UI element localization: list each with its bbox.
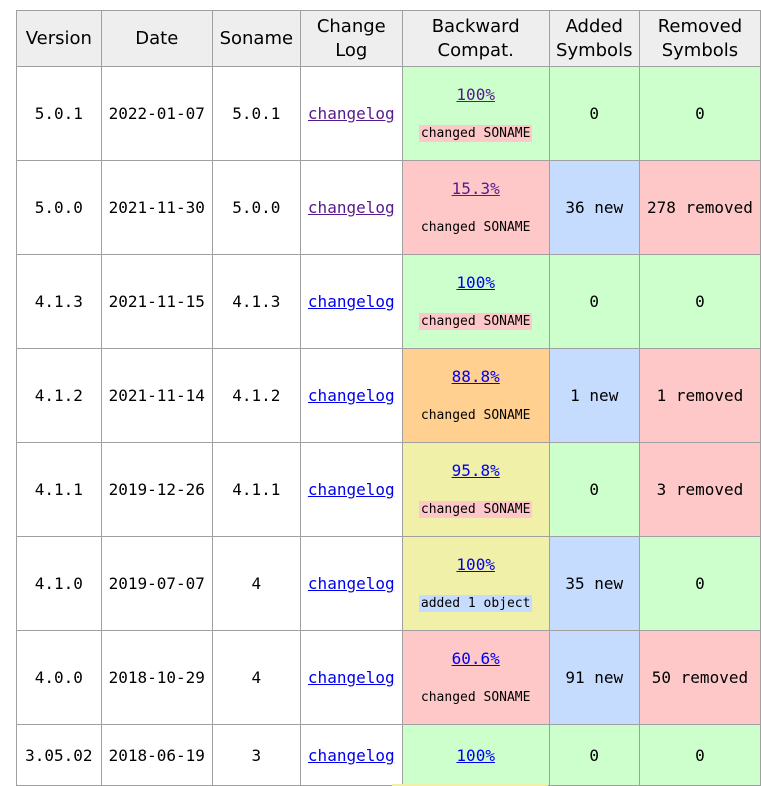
date-cell: 2018-10-29	[100, 630, 213, 725]
header-soname: Soname	[211, 10, 301, 67]
compat-note: changed SONAME	[418, 313, 533, 330]
table-row: 4.1.0 2019-07-07 4 changelog 100% added 1…	[16, 536, 761, 631]
header-added-symbols: Added Symbols	[548, 10, 640, 67]
date-cell: 2021-11-15	[100, 254, 213, 349]
compat-note: changed SONAME	[420, 408, 531, 423]
version-cell: 4.1.1	[16, 442, 102, 537]
backward-compat-cell: 15.3% changed SONAME	[401, 160, 550, 255]
soname-cell: 4	[211, 630, 301, 725]
changelog-link[interactable]: changelog	[307, 386, 395, 405]
date-cell: 2019-12-26	[100, 442, 213, 537]
compat-report-link[interactable]: 100%	[456, 555, 495, 574]
backward-compat-cell: 95.8% changed SONAME	[401, 442, 550, 537]
version-cell: 3.05.02	[16, 724, 102, 786]
compat-note: changed SONAME	[420, 690, 531, 705]
table-row: 4.1.3 2021-11-15 4.1.3 changelog 100% cha…	[16, 254, 761, 349]
compat-report-link[interactable]: 15.3%	[451, 179, 500, 198]
table-row: 5.0.0 2021-11-30 5.0.0 changelog 15.3% ch…	[16, 160, 761, 255]
soname-cell: 4	[211, 536, 301, 631]
header-version: Version	[16, 10, 102, 67]
compat-report-link[interactable]: 88.8%	[451, 367, 500, 386]
soname-cell: 4.1.1	[211, 442, 301, 537]
added-symbols-cell: 0	[548, 66, 640, 161]
changelog-link[interactable]: changelog	[307, 198, 395, 217]
soname-cell: 4.1.3	[211, 254, 301, 349]
compat-report-link[interactable]: 60.6%	[451, 649, 500, 668]
header-date: Date	[100, 10, 213, 67]
soname-cell: 5.0.0	[211, 160, 301, 255]
changelog-cell: changelog	[299, 348, 403, 443]
version-cell: 4.1.2	[16, 348, 102, 443]
removed-symbols-cell: 0	[638, 724, 761, 786]
changelog-cell: changelog	[299, 630, 403, 725]
removed-symbols-cell: 0	[638, 254, 761, 349]
compat-note: changed SONAME	[418, 501, 533, 518]
backward-compat-cell: 88.8% changed SONAME	[401, 348, 550, 443]
date-cell: 2021-11-30	[100, 160, 213, 255]
changelog-cell: changelog	[299, 66, 403, 161]
compat-report-link[interactable]: 95.8%	[451, 461, 500, 480]
backward-compat-cell: 100%	[401, 724, 550, 786]
header-backward-compat: Backward Compat.	[401, 10, 550, 67]
compat-report-link[interactable]: 100%	[456, 273, 495, 292]
date-cell: 2019-07-07	[100, 536, 213, 631]
removed-symbols-cell: 0	[638, 66, 761, 161]
next-row-edge	[392, 784, 548, 786]
added-symbols-cell: 36 new	[548, 160, 640, 255]
compat-report-link[interactable]: 100%	[456, 85, 495, 104]
compat-note: added 1 object	[418, 595, 533, 612]
table-row: 4.0.0 2018-10-29 4 changelog 60.6% change…	[16, 630, 761, 725]
added-symbols-cell: 35 new	[548, 536, 640, 631]
removed-symbols-cell: 3 removed	[638, 442, 761, 537]
removed-symbols-cell: 50 removed	[638, 630, 761, 725]
changelog-link[interactable]: changelog	[307, 480, 395, 499]
version-cell: 4.1.0	[16, 536, 102, 631]
version-cell: 5.0.1	[16, 66, 102, 161]
version-cell: 4.1.3	[16, 254, 102, 349]
table-row: 5.0.1 2022-01-07 5.0.1 changelog 100% cha…	[16, 66, 761, 161]
backward-compat-cell: 100% added 1 object	[401, 536, 550, 631]
changelog-cell: changelog	[299, 254, 403, 349]
changelog-link[interactable]: changelog	[307, 745, 395, 765]
compat-report-link[interactable]: 100%	[456, 745, 495, 765]
removed-symbols-cell: 0	[638, 536, 761, 631]
abi-compatibility-table: Version Date Soname Change Log Backward …	[16, 10, 761, 786]
changelog-cell: changelog	[299, 724, 403, 786]
date-cell: 2021-11-14	[100, 348, 213, 443]
soname-cell: 5.0.1	[211, 66, 301, 161]
compat-note: changed SONAME	[420, 220, 531, 235]
changelog-link[interactable]: changelog	[307, 292, 395, 311]
added-symbols-cell: 0	[548, 254, 640, 349]
header-changelog: Change Log	[299, 10, 403, 67]
added-symbols-cell: 91 new	[548, 630, 640, 725]
added-symbols-cell: 0	[548, 724, 640, 786]
changelog-link[interactable]: changelog	[307, 668, 395, 687]
changelog-cell: changelog	[299, 536, 403, 631]
soname-cell: 3	[211, 724, 301, 786]
header-removed-symbols: Removed Symbols	[638, 10, 761, 67]
backward-compat-cell: 100% changed SONAME	[401, 254, 550, 349]
backward-compat-cell: 100% changed SONAME	[401, 66, 550, 161]
table-row: 3.05.02 2018-06-19 3 changelog 100% 0 0	[16, 724, 761, 786]
added-symbols-cell: 0	[548, 442, 640, 537]
changelog-link[interactable]: changelog	[307, 574, 395, 593]
changelog-cell: changelog	[299, 160, 403, 255]
table-row: 4.1.1 2019-12-26 4.1.1 changelog 95.8% ch…	[16, 442, 761, 537]
changelog-cell: changelog	[299, 442, 403, 537]
version-cell: 4.0.0	[16, 630, 102, 725]
version-cell: 5.0.0	[16, 160, 102, 255]
soname-cell: 4.1.2	[211, 348, 301, 443]
date-cell: 2022-01-07	[100, 66, 213, 161]
backward-compat-cell: 60.6% changed SONAME	[401, 630, 550, 725]
table-row: 4.1.2 2021-11-14 4.1.2 changelog 88.8% ch…	[16, 348, 761, 443]
header-row: Version Date Soname Change Log Backward …	[16, 10, 761, 67]
removed-symbols-cell: 1 removed	[638, 348, 761, 443]
removed-symbols-cell: 278 removed	[638, 160, 761, 255]
added-symbols-cell: 1 new	[548, 348, 640, 443]
changelog-link[interactable]: changelog	[307, 104, 395, 123]
date-cell: 2018-06-19	[100, 724, 213, 786]
compat-note: changed SONAME	[418, 125, 533, 142]
